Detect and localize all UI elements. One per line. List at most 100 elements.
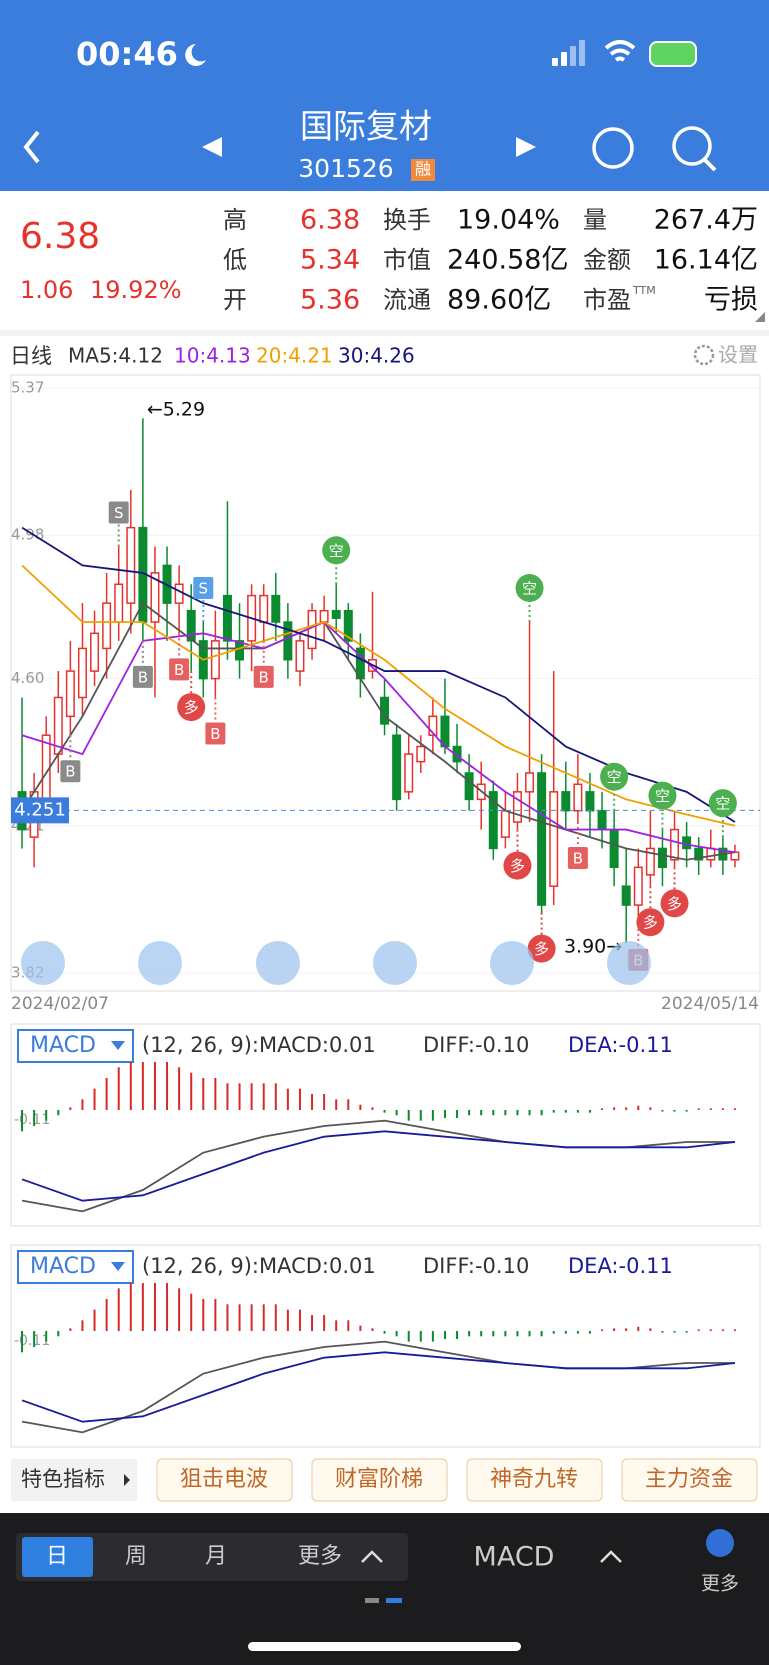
candle-body (392, 734, 402, 801)
field-sup: TTM (632, 284, 656, 297)
scroll-left[interactable] (373, 941, 417, 985)
ma-line (21, 564, 736, 827)
macd-params: (12, 26, 9):MACD:0.01 (142, 1033, 376, 1057)
indicator-item[interactable] (156, 1458, 293, 1502)
candle-body (585, 791, 595, 812)
signal-label: 空 (715, 795, 730, 813)
price-annotation: 3.90→ (564, 935, 622, 957)
field-value: 5.36 (300, 285, 360, 316)
indicator-item[interactable] (621, 1458, 758, 1502)
legend-entry: 20:4.21 (256, 344, 333, 368)
dropdown-arrow (111, 1041, 125, 1050)
field-label: 量 (583, 206, 607, 234)
candle-body (174, 583, 184, 604)
expand-arrows[interactable] (361, 1550, 622, 1563)
y-tick-label: 4.98 (11, 526, 44, 544)
corner-mark (755, 312, 765, 322)
signal-badge (600, 762, 629, 791)
dropdown-arrow (111, 1262, 125, 1271)
macd-button[interactable] (17, 1029, 134, 1063)
candle-body (549, 791, 559, 887)
candle-body (90, 632, 100, 672)
chart-controls (21, 941, 651, 985)
more-label[interactable]: 更多 (701, 1573, 739, 1595)
candle-body (597, 809, 607, 831)
prev-stock[interactable] (202, 137, 222, 157)
candle-body (343, 609, 353, 642)
margin-badge: 融 (415, 160, 431, 179)
panel-frame (10, 1023, 761, 1227)
profile-button[interactable] (592, 127, 634, 169)
zoom-in[interactable] (138, 941, 182, 985)
macd-line (21, 1340, 735, 1434)
candle-body (404, 753, 414, 793)
divider (0, 330, 769, 336)
jump-start[interactable] (21, 941, 65, 985)
active-tab (22, 1537, 93, 1577)
signal-label: 多 (184, 699, 199, 717)
candle-body (694, 847, 704, 861)
candle-body (102, 602, 112, 650)
signal-label: 多 (667, 895, 682, 913)
candle-body (609, 828, 619, 869)
back-button[interactable] (23, 130, 40, 164)
field-label: 低 (223, 246, 247, 274)
settings-label[interactable]: 设置 (718, 343, 758, 367)
more-icon[interactable] (706, 1529, 734, 1557)
candle-body (271, 594, 281, 623)
signal-label: 空 (607, 768, 622, 786)
candle-body (537, 772, 547, 906)
candle-body (210, 640, 220, 680)
y-tick-label: 4.60 (11, 669, 44, 687)
period-tab[interactable]: 周 (125, 1544, 147, 1569)
jump-end[interactable] (607, 941, 651, 985)
candle-body (670, 828, 680, 861)
indicator-row: 特色指标 狙击电波 财富阶梯 神奇九转 主力资金 (11, 1458, 758, 1502)
candle-body (682, 836, 692, 850)
price-annotation: ←5.29 (147, 399, 205, 421)
reference-label: 4.251 (14, 799, 66, 820)
indicator-menu[interactable] (11, 1459, 137, 1501)
period-tab[interactable]: 月 (205, 1544, 227, 1569)
reference-tag (11, 797, 69, 824)
search-button[interactable] (672, 126, 712, 166)
candle-body (283, 621, 293, 661)
last-price: 6.38 (20, 216, 100, 257)
indicator-item[interactable] (466, 1458, 603, 1502)
field-label: 流通 (383, 286, 431, 314)
settings-icon[interactable] (693, 344, 715, 366)
signal-badge (322, 536, 351, 565)
candle-body (319, 609, 329, 623)
signal-label: 空 (655, 787, 670, 805)
clock: 00:46 (76, 35, 178, 73)
candle-body (65, 670, 75, 718)
kline-frame (10, 374, 761, 992)
wifi-icon (604, 40, 636, 62)
field-value: 267.4万 (654, 205, 758, 236)
dea-legend: DEA:-0.11 (568, 1254, 673, 1278)
ma-legend: MA5:4.12 10:4.13 20:4.21 30:4.26 (68, 344, 415, 368)
zoom-out[interactable] (256, 941, 300, 985)
candle-body (633, 866, 643, 906)
macd-line (21, 1130, 736, 1202)
candle-body (645, 847, 655, 876)
next-stock[interactable] (516, 137, 536, 157)
indicator-item-label: 狙击电波 (180, 1467, 268, 1492)
signal-badge (60, 760, 81, 783)
indicator-switch[interactable]: MACD (474, 1542, 555, 1573)
candle-body (331, 609, 341, 619)
quote-fields: 高 6.38 换手 19.04% 量 267.4万低 5.34 市值 240.58亿 金额 16.1… (223, 205, 758, 316)
indicator-item[interactable] (311, 1458, 448, 1502)
macd-button[interactable] (17, 1250, 134, 1284)
macd-line (21, 1351, 736, 1423)
candle-body (295, 640, 305, 672)
signal-label: S (114, 504, 124, 522)
period-tab[interactable]: 更多 (298, 1544, 342, 1569)
signal-label: B (259, 668, 269, 686)
axis-label: -0.11 (14, 1112, 50, 1128)
scroll-right[interactable] (490, 941, 534, 985)
period-tab[interactable]: 日 (46, 1544, 68, 1569)
axis-label: -0.11 (14, 1333, 50, 1349)
legend-entry: MA5:4.12 (68, 344, 163, 368)
